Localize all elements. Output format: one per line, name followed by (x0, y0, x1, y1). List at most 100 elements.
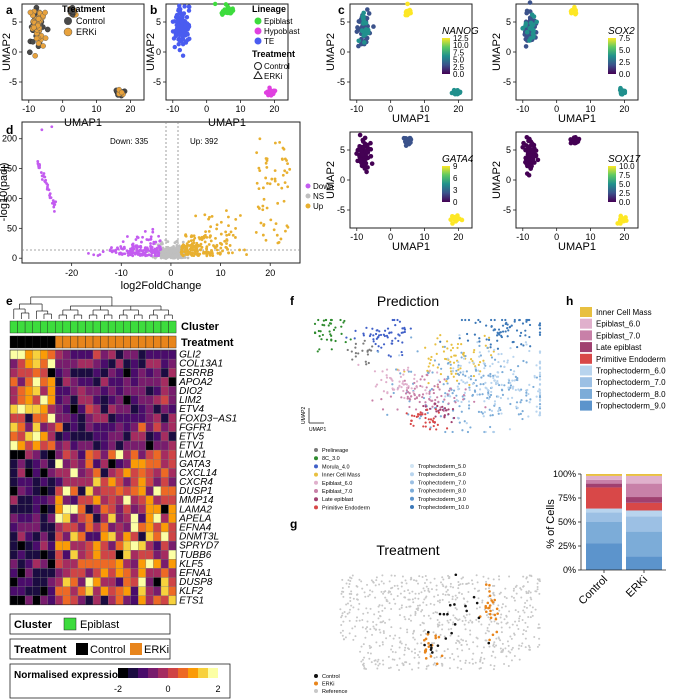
pred-troph-point (482, 362, 485, 365)
pred-troph-point (519, 412, 522, 415)
reference-cell-point (536, 586, 539, 589)
gene-expression-point (357, 145, 362, 151)
pred-epiblast-point (385, 381, 388, 384)
pred-troph-point (392, 391, 395, 395)
reference-cell-point (350, 592, 353, 595)
reference-cell-point (512, 587, 515, 590)
reference-cell-point (538, 643, 541, 646)
reference-cell-point (457, 584, 460, 587)
heatmap-cell (47, 568, 56, 578)
gene-legend-title: SOX2 (608, 26, 635, 37)
pred-prim-endo-point (410, 414, 414, 417)
down-gene-point (151, 227, 155, 231)
heatmap-cell (115, 559, 124, 569)
up-gene-point (202, 251, 205, 255)
reference-cell-point (359, 650, 362, 653)
heatmap-cell (108, 386, 116, 396)
heatmap-cell (123, 440, 131, 451)
reference-cell-point (434, 611, 437, 614)
heatmap-cell (115, 513, 124, 524)
pred-prim-endo-point (432, 417, 435, 420)
down-gene-point (116, 246, 119, 250)
pred-troph-point (485, 338, 488, 341)
reference-cell-point (393, 584, 396, 587)
heatmap-cell (138, 459, 147, 469)
reference-cell-point (403, 615, 406, 618)
pred-epiblast-point (464, 388, 467, 391)
pred-icm-point (430, 355, 433, 359)
down-gene-point (43, 179, 47, 183)
gene-row-label: COL13A1 (179, 359, 223, 370)
pred-icm-point (442, 350, 446, 353)
pred-troph-point (500, 352, 503, 356)
reference-cell-point (413, 648, 416, 651)
down-gene-point (120, 253, 124, 256)
reference-cell-point (530, 611, 533, 614)
heatmap-cell (85, 486, 94, 496)
treatment-annotation-cell (92, 335, 101, 349)
pred-troph-point (468, 386, 471, 389)
pred-troph-point (483, 367, 486, 370)
reference-cell-point (381, 641, 384, 644)
heatmap-cell (85, 368, 94, 378)
heatmap-cell (130, 404, 139, 414)
heatmap-cell (130, 413, 139, 423)
control-cell-point (454, 573, 458, 577)
pred-troph-point (441, 400, 445, 403)
prediction-legend-marker (410, 505, 414, 509)
pred-morula-point (400, 331, 403, 334)
pred-troph-point (478, 355, 481, 358)
reference-cell-point (384, 596, 387, 599)
reference-cell-point (350, 604, 353, 607)
pred-troph-point (455, 394, 458, 397)
pred-8c-point (313, 331, 317, 335)
heatmap-cell (9, 477, 18, 487)
heatmap-cell (138, 395, 147, 405)
heatmap-cell (92, 449, 101, 460)
heatmap-cell (108, 468, 116, 478)
heatmap-cell (85, 404, 94, 414)
pred-epiblast-point (428, 390, 431, 393)
pred-troph-point (386, 413, 389, 416)
heatmap-cell (153, 577, 162, 587)
heatmap-cell (168, 386, 177, 396)
heatmap-cell (153, 486, 162, 496)
reference-cell-point (449, 656, 452, 659)
pred-troph-point (504, 318, 507, 322)
legend-erki-marker (63, 27, 73, 37)
pred-prim-endo-point (432, 424, 435, 428)
pred-troph-point (525, 320, 528, 323)
heatmap-cell (115, 531, 124, 542)
ns-gene-point (186, 256, 190, 260)
heatmap-cell (62, 477, 71, 487)
pred-troph-point (506, 327, 509, 330)
heatmap-cell (17, 404, 26, 414)
heatmap-cell (32, 522, 41, 533)
heatmap-cell (77, 413, 86, 423)
stacked-bar-ylabel: % of Cells (545, 499, 557, 549)
pred-troph-point (474, 321, 477, 324)
up-gene-point (184, 245, 188, 249)
pred-prim-endo-point (431, 419, 434, 422)
up-gene-point (264, 161, 268, 165)
reference-cell-point (377, 605, 380, 608)
pred-epiblast-point (421, 393, 425, 396)
heatmap-cell (32, 477, 41, 487)
pred-troph-point (525, 361, 528, 364)
reference-cell-point (352, 638, 355, 641)
heatmap-cell (145, 586, 154, 596)
pred-icm-point (449, 349, 453, 352)
heatmap-cell (145, 368, 154, 378)
gene-subplot-ylabel: UMAP2 (325, 33, 337, 71)
down-gene-point (125, 249, 129, 253)
erki-cell-point (434, 634, 437, 638)
pred-troph-point (461, 373, 465, 376)
heatmap-cell (138, 404, 147, 414)
heatmap-cell (123, 413, 131, 423)
reference-cell-point (467, 582, 470, 585)
pred-epiblast-point (412, 390, 415, 394)
reference-cell-point (358, 619, 361, 622)
stacked-bar-segment (586, 522, 622, 544)
heatmap-cell (138, 431, 147, 442)
heatmap-cell (92, 377, 101, 387)
